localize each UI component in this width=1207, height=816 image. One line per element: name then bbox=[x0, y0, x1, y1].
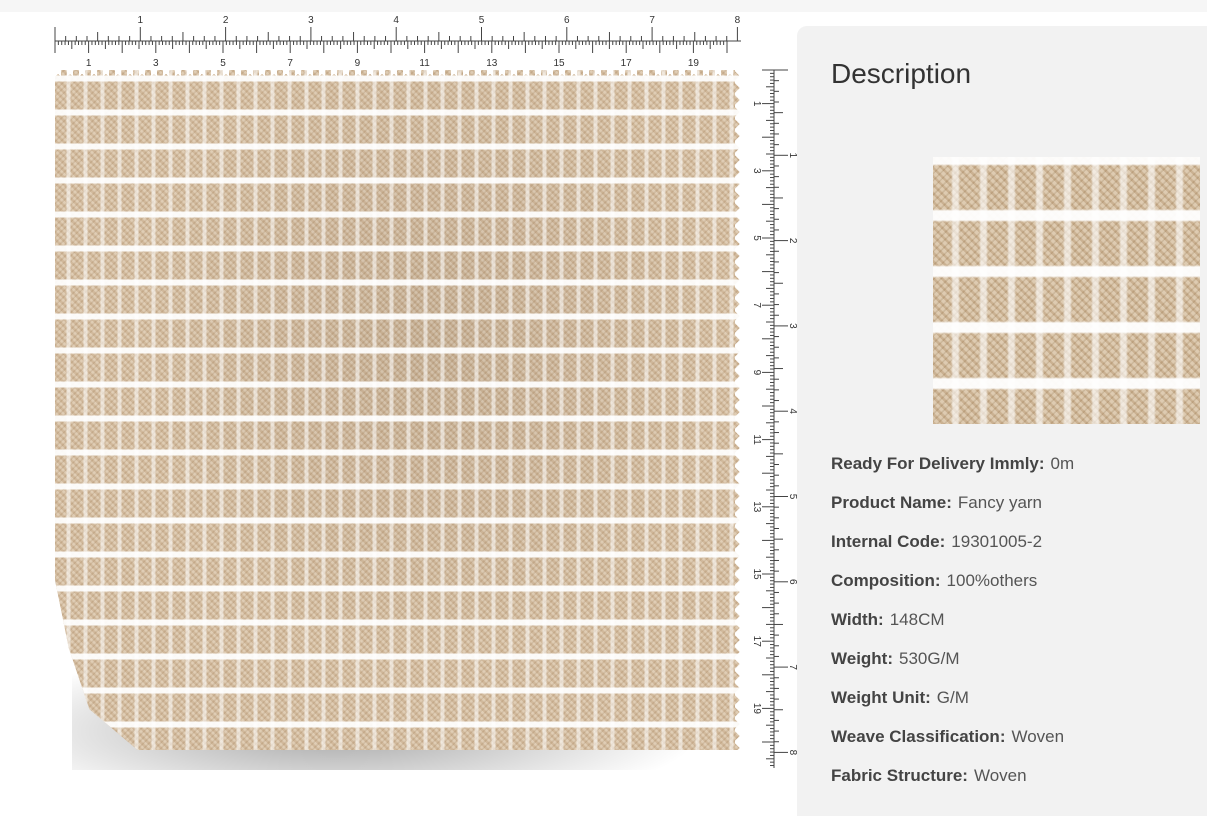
spec-value: G/M bbox=[936, 688, 969, 707]
spec-internal-code: Internal Code: 19301005-2 bbox=[831, 532, 1074, 571]
top-cm-label: 19 bbox=[688, 58, 700, 69]
spec-label: Internal Code: bbox=[831, 532, 946, 551]
top-cm-label: 9 bbox=[355, 58, 361, 69]
top-cm-label: 13 bbox=[486, 58, 498, 69]
spec-label: Weave Classification: bbox=[831, 727, 1006, 746]
spec-weight-unit: Weight Unit: G/M bbox=[831, 688, 1074, 727]
right-cm-label: 17 bbox=[751, 636, 762, 648]
top-inch-label: 6 bbox=[564, 15, 570, 26]
top-cm-label: 3 bbox=[153, 58, 159, 69]
spec-label: Ready For Delivery Immly: bbox=[831, 454, 1045, 473]
top-cm-label: 11 bbox=[419, 58, 430, 69]
right-cm-label: 19 bbox=[751, 703, 762, 715]
spec-label: Product Name: bbox=[831, 493, 952, 512]
description-panel: Description Ready For Delivery Immly: 0m … bbox=[797, 26, 1207, 816]
description-title: Description bbox=[831, 58, 972, 89]
spec-label: Fabric Structure: bbox=[831, 766, 968, 785]
right-inch-label: 1 bbox=[787, 153, 798, 159]
spec-label: Composition: bbox=[831, 571, 941, 590]
fabric-pinked-edge-top bbox=[55, 66, 743, 76]
top-cm-label: 7 bbox=[287, 58, 293, 69]
fabric-swatch-image[interactable] bbox=[55, 70, 743, 750]
measurement-rulers: 1 2 3 4 5 6 7 81 3 5 7 9 11 13 15 17 1912345678135791113… bbox=[54, 15, 798, 768]
fabric-closeup-image[interactable] bbox=[933, 157, 1200, 424]
spec-product-name: Product Name: Fancy yarn bbox=[831, 493, 1074, 532]
right-cm-label: 11 bbox=[751, 434, 762, 445]
top-inch-label: 5 bbox=[479, 15, 485, 26]
spec-value: 148CM bbox=[889, 610, 945, 629]
top-inch-label: 7 bbox=[649, 15, 655, 26]
top-cm-label: 17 bbox=[621, 58, 633, 69]
right-cm-label: 1 bbox=[751, 101, 762, 107]
right-inch-label: 4 bbox=[787, 408, 798, 414]
spec-ready-for-delivery: Ready For Delivery Immly: 0m bbox=[831, 454, 1074, 493]
spec-weave-classification: Weave Classification: Woven bbox=[831, 727, 1074, 766]
right-cm-label: 9 bbox=[751, 370, 762, 376]
spec-value: 100%others bbox=[946, 571, 1038, 590]
spec-value: 19301005-2 bbox=[951, 532, 1043, 551]
spec-value: Fancy yarn bbox=[957, 493, 1043, 512]
spec-value: Woven bbox=[1011, 727, 1065, 746]
spec-value: 0m bbox=[1050, 454, 1075, 473]
top-inch-label: 8 bbox=[735, 15, 741, 26]
spec-composition: Composition: 100%others bbox=[831, 571, 1074, 610]
spec-value: 530G/M bbox=[899, 649, 960, 668]
right-inch-label: 5 bbox=[787, 494, 798, 500]
top-cm-label: 15 bbox=[553, 58, 565, 69]
top-strip bbox=[0, 0, 1207, 12]
top-cm-label: 1 bbox=[86, 58, 92, 69]
right-cm-label: 7 bbox=[751, 302, 762, 308]
right-cm-label: 15 bbox=[751, 568, 762, 580]
top-inch-label: 4 bbox=[393, 15, 399, 26]
top-inch-label: 2 bbox=[223, 15, 229, 26]
spec-fabric-structure: Fabric Structure: Woven bbox=[831, 766, 1074, 805]
spec-label: Width: bbox=[831, 610, 884, 629]
spec-width: Width: 148CM bbox=[831, 610, 1074, 649]
top-cm-label: 5 bbox=[220, 58, 226, 69]
right-inch-label: 7 bbox=[787, 664, 798, 670]
right-cm-label: 5 bbox=[751, 235, 762, 241]
spec-list: Ready For Delivery Immly: 0m Product Name… bbox=[831, 454, 1074, 805]
fabric-swatch-area: 1 2 3 4 5 6 7 8 1 3 5 7 9 11 13 15 17 19 1 2 3 4 5 6 7 8 1 3 5 7 9 11 13… bbox=[54, 15, 798, 770]
right-inch-label: 3 bbox=[787, 323, 798, 329]
top-inch-label: 1 bbox=[138, 15, 144, 26]
spec-label: Weight: bbox=[831, 649, 894, 668]
spec-value: Woven bbox=[973, 766, 1027, 785]
right-inch-label: 6 bbox=[787, 579, 798, 585]
spec-weight: Weight: 530G/M bbox=[831, 649, 1074, 688]
right-inch-label: 8 bbox=[787, 750, 798, 756]
right-inch-label: 2 bbox=[787, 238, 798, 244]
right-cm-label: 13 bbox=[751, 501, 762, 513]
right-cm-label: 3 bbox=[751, 168, 762, 174]
top-inch-label: 3 bbox=[308, 15, 314, 26]
spec-label: Weight Unit: bbox=[831, 688, 931, 707]
fabric-pinked-edge-right bbox=[735, 70, 745, 750]
